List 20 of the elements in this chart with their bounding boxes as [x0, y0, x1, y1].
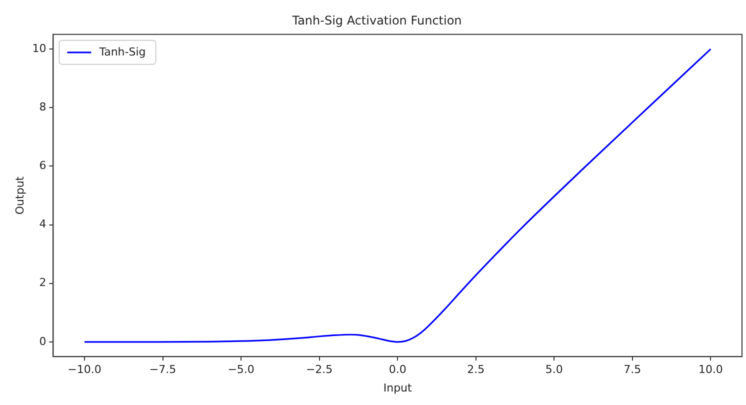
x-axis-title: Input — [383, 381, 413, 394]
x-tick-label: −7.5 — [149, 363, 176, 376]
y-axis-title: Output — [13, 176, 26, 215]
x-tick-label: −2.5 — [306, 363, 333, 376]
y-tick-label: 4 — [39, 218, 46, 231]
y-tick-label: 10 — [32, 42, 46, 55]
x-tick-label: 2.5 — [467, 363, 485, 376]
x-tick-label: 10.0 — [698, 363, 723, 376]
y-tick-label: 6 — [39, 159, 46, 172]
line-series — [84, 48, 712, 343]
y-tick-label: 0 — [39, 334, 46, 348]
x-tick-label: −10.0 — [68, 363, 102, 376]
x-tick-label: 5.0 — [545, 363, 563, 376]
chart-title: Tanh-Sig Activation Function — [291, 13, 462, 28]
y-tick-label: 8 — [39, 100, 46, 114]
x-tick-label: −5.0 — [228, 363, 254, 376]
legend-label: Tanh-Sig — [98, 45, 146, 58]
x-tick-label: 0.0 — [388, 363, 406, 376]
y-tick-label: 2 — [39, 276, 46, 290]
x-tick-label: 7.5 — [624, 363, 642, 376]
